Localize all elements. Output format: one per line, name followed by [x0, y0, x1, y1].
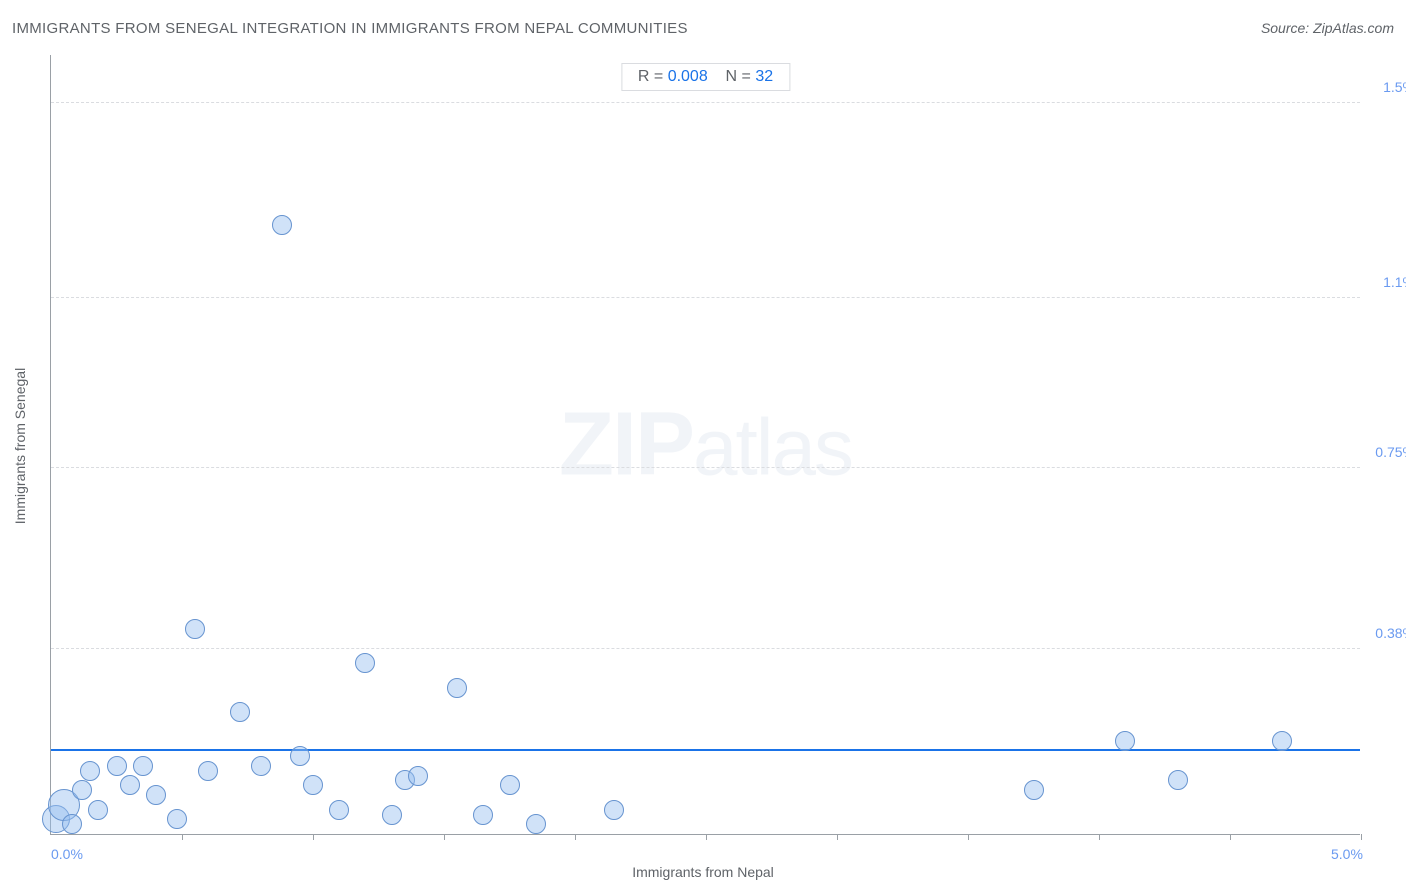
legend-r-label: R =: [638, 68, 663, 85]
x-tick: [1099, 834, 1100, 840]
x-tick-label: 5.0%: [1331, 846, 1363, 862]
x-tick: [968, 834, 969, 840]
x-tick: [706, 834, 707, 840]
watermark-light: atlas: [693, 402, 852, 491]
watermark-bold: ZIP: [559, 394, 693, 494]
data-point: [272, 215, 292, 235]
gridline: [51, 648, 1360, 649]
data-point: [88, 800, 108, 820]
data-point: [1168, 770, 1188, 790]
page-title: IMMIGRANTS FROM SENEGAL INTEGRATION IN I…: [12, 20, 1394, 37]
data-point: [408, 766, 428, 786]
data-point: [382, 805, 402, 825]
data-point: [303, 775, 323, 795]
y-tick-label: 0.75%: [1375, 444, 1406, 460]
y-tick-label: 1.1%: [1383, 274, 1406, 290]
data-point: [107, 756, 127, 776]
data-point: [80, 761, 100, 781]
data-point: [1115, 731, 1135, 751]
data-point: [185, 619, 205, 639]
y-axis-title: Immigrants from Senegal: [12, 368, 28, 524]
data-point: [500, 775, 520, 795]
x-axis-title: Immigrants from Nepal: [632, 864, 774, 880]
regression-line: [51, 749, 1360, 751]
x-tick: [575, 834, 576, 840]
data-point: [198, 761, 218, 781]
data-point: [251, 756, 271, 776]
gridline: [51, 297, 1360, 298]
data-point: [72, 780, 92, 800]
x-tick: [182, 834, 183, 840]
y-tick-label: 1.5%: [1383, 79, 1406, 95]
data-point: [447, 678, 467, 698]
x-tick: [1361, 834, 1362, 840]
data-point: [133, 756, 153, 776]
data-point: [526, 814, 546, 834]
x-tick: [444, 834, 445, 840]
data-point: [473, 805, 493, 825]
data-point: [1024, 780, 1044, 800]
legend-n-label: N =: [726, 68, 751, 85]
legend-n-value: 32: [755, 68, 773, 85]
gridline: [51, 467, 1360, 468]
source-name: ZipAtlas.com: [1313, 20, 1394, 36]
data-point: [167, 809, 187, 829]
data-point: [290, 746, 310, 766]
x-tick: [313, 834, 314, 840]
x-tick: [1230, 834, 1231, 840]
data-point: [146, 785, 166, 805]
data-point: [604, 800, 624, 820]
x-tick: [837, 834, 838, 840]
data-point: [120, 775, 140, 795]
gridline: [51, 102, 1360, 103]
data-point: [230, 702, 250, 722]
legend-box: R = 0.008 N = 32: [621, 63, 790, 91]
legend-r-value: 0.008: [668, 68, 708, 85]
data-point: [355, 653, 375, 673]
y-tick-label: 0.38%: [1375, 625, 1406, 641]
data-point: [1272, 731, 1292, 751]
data-point: [62, 814, 82, 834]
x-tick-label: 0.0%: [51, 846, 83, 862]
source-prefix: Source:: [1261, 20, 1313, 36]
data-point: [329, 800, 349, 820]
scatter-chart: ZIPatlas R = 0.008 N = 32 0.38%0.75%1.1%…: [50, 55, 1360, 835]
watermark: ZIPatlas: [559, 393, 852, 496]
source-attribution: Source: ZipAtlas.com: [1261, 20, 1394, 36]
